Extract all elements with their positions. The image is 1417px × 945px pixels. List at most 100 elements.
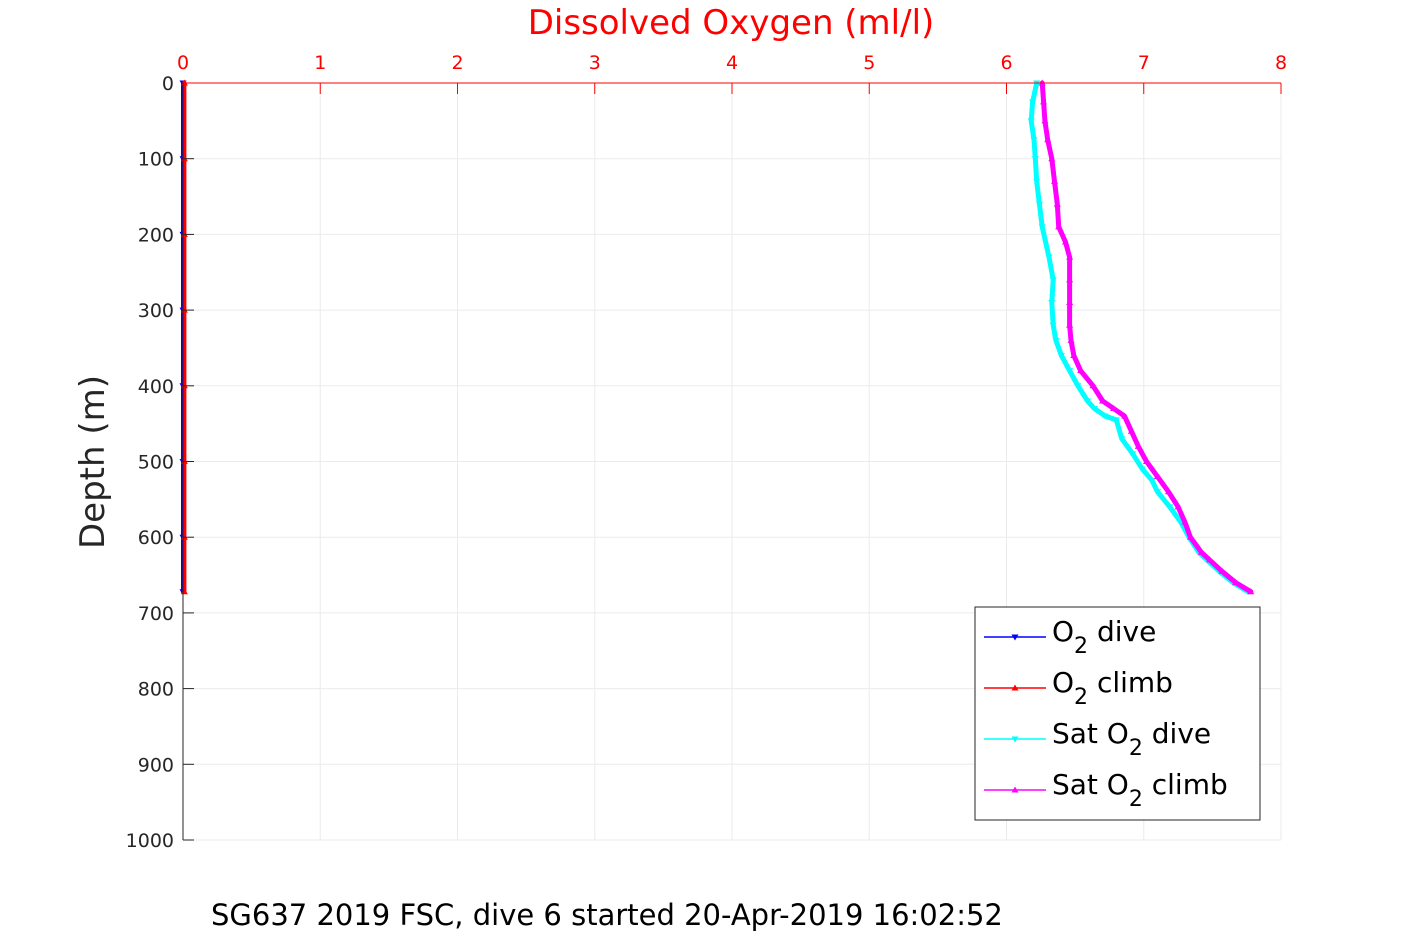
x-tick-label: 3	[589, 52, 601, 74]
x-tick-label: 0	[177, 52, 189, 74]
data-point	[1031, 156, 1039, 163]
data-point	[1062, 238, 1070, 245]
data-point	[1052, 337, 1060, 344]
data-point	[1041, 117, 1049, 124]
data-point	[1153, 489, 1161, 496]
legend-swatch-marker	[1011, 634, 1019, 641]
legend-swatch-marker	[1011, 684, 1019, 691]
data-point	[1142, 458, 1150, 464]
y-axis-label: Depth (m)	[73, 375, 113, 549]
data-point	[1048, 155, 1056, 162]
legend-label-prefix: Sat O	[1052, 768, 1129, 801]
legend-label-subscript: 2	[1129, 787, 1143, 812]
data-point	[1181, 518, 1189, 525]
data-point	[1127, 427, 1135, 434]
data-point	[1218, 567, 1226, 574]
data-point	[1033, 178, 1041, 185]
legend-label-prefix: O	[1052, 615, 1074, 648]
legend-label-suffix: dive	[1088, 615, 1156, 648]
data-point	[1077, 367, 1085, 374]
figure-caption: SG637 2019 FSC, dive 6 started 20-Apr-20…	[211, 898, 1003, 932]
legend-label-suffix: climb	[1088, 666, 1173, 699]
legend-label-subscript: 2	[1129, 736, 1143, 761]
data-point	[1110, 405, 1118, 412]
data-point	[1049, 277, 1057, 284]
data-point	[1030, 137, 1038, 144]
data-point	[1040, 98, 1048, 105]
data-point	[1138, 466, 1146, 473]
data-point	[1148, 477, 1156, 484]
data-point	[1067, 336, 1075, 343]
data-point	[1055, 223, 1063, 230]
y-tick-label: 600	[138, 527, 174, 549]
y-tick-label: 1000	[126, 830, 174, 852]
data-point	[1051, 177, 1059, 184]
data-point	[1048, 300, 1056, 307]
data-point	[1112, 417, 1120, 424]
data-point	[1099, 397, 1107, 404]
data-point	[1066, 253, 1074, 260]
chart-title: Dissolved Oxygen (ml/l)	[528, 3, 935, 43]
y-tick-label: 400	[138, 376, 174, 398]
data-point	[1090, 406, 1098, 413]
legend-label: Sat O2 dive	[1052, 717, 1211, 761]
data-point	[1101, 413, 1109, 420]
legend-label-prefix: O	[1052, 666, 1074, 699]
legend-label-suffix: climb	[1143, 768, 1228, 801]
data-point	[1066, 299, 1074, 306]
data-point	[1070, 352, 1078, 359]
y-tick-label: 500	[138, 452, 174, 474]
legend-label-suffix: dive	[1143, 717, 1211, 750]
legend-label: Sat O2 climb	[1052, 768, 1228, 812]
data-point	[1089, 382, 1097, 389]
data-point	[1038, 224, 1046, 231]
data-point	[1247, 588, 1255, 595]
legend-label-prefix: Sat O	[1052, 717, 1129, 750]
data-point	[1027, 118, 1035, 125]
data-point	[1029, 99, 1037, 106]
data-point	[1057, 353, 1065, 360]
data-point	[1118, 436, 1126, 443]
x-tick-label: 7	[1138, 52, 1150, 74]
data-point	[1129, 451, 1137, 458]
legend-label: O2 climb	[1052, 666, 1173, 710]
data-point	[1053, 200, 1061, 207]
data-point	[1049, 322, 1057, 329]
y-tick-label: 200	[138, 224, 174, 246]
data-point	[1153, 473, 1161, 480]
legend-label-subscript: 2	[1074, 685, 1088, 710]
legend-swatch-marker	[1011, 736, 1019, 743]
y-tick-label: 700	[138, 603, 174, 625]
x-tick-label: 8	[1275, 52, 1287, 74]
data-point	[1166, 504, 1174, 511]
y-tick-label: 0	[162, 73, 174, 95]
x-tick-label: 6	[1000, 52, 1012, 74]
data-point	[1174, 503, 1182, 510]
data-point	[1206, 556, 1214, 563]
legend-label: O2 dive	[1052, 615, 1156, 659]
data-point	[1066, 276, 1074, 283]
data-point	[1066, 368, 1074, 375]
y-tick-label: 300	[138, 300, 174, 322]
x-tick-label: 4	[726, 52, 738, 74]
data-point	[1074, 383, 1082, 390]
y-tick-label: 800	[138, 679, 174, 701]
legend-label-subscript: 2	[1074, 634, 1088, 659]
data-point	[1083, 398, 1091, 405]
y-tick-label: 900	[138, 754, 174, 776]
x-tick-label: 5	[863, 52, 875, 74]
y-tick-label: 100	[138, 149, 174, 171]
legend-box	[974, 606, 1261, 821]
data-point	[1045, 254, 1053, 261]
x-tick-label: 2	[451, 52, 463, 74]
legend-swatch-marker	[1011, 786, 1019, 793]
data-point	[1066, 321, 1074, 328]
data-point	[1134, 442, 1142, 449]
data-point	[1121, 412, 1129, 419]
data-point	[1232, 579, 1240, 586]
data-point	[1164, 488, 1172, 495]
data-point	[1197, 548, 1205, 555]
data-point	[1044, 136, 1052, 143]
